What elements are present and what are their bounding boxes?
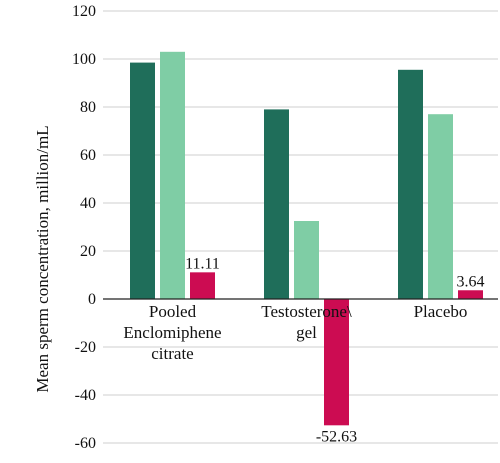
y-tick-label: 100	[72, 51, 96, 68]
y-axis-tick-labels: 120 100 80 60 40 20 0 -20 -40 -60	[72, 3, 96, 452]
y-tick-label: -60	[75, 435, 96, 452]
data-label: 3.64	[457, 273, 485, 290]
category-label: Testosterone\	[261, 302, 352, 321]
bar	[190, 272, 215, 299]
bars	[130, 51, 483, 426]
bar	[458, 290, 483, 299]
category-label: gel	[296, 323, 317, 342]
data-label: -52.63	[316, 428, 357, 445]
y-tick-label: -40	[75, 387, 96, 404]
category-labels: Pooled Enclomiphene citrate Testosterone\ ge…	[123, 302, 467, 363]
data-label: 11.11	[185, 255, 220, 272]
data-labels: 11.11 -52.63 3.64	[185, 255, 484, 445]
y-tick-label: 40	[80, 195, 96, 212]
bar	[264, 109, 289, 300]
bar	[428, 114, 453, 299]
category-label: Placebo	[414, 302, 468, 321]
bar	[130, 62, 155, 299]
category-label: citrate	[151, 344, 193, 363]
category-label: Pooled	[149, 302, 197, 321]
y-tick-label: 20	[80, 243, 96, 260]
bar	[398, 69, 423, 299]
bar	[294, 221, 319, 299]
y-tick-label: -20	[75, 339, 96, 356]
y-tick-label: 60	[80, 147, 96, 164]
bar	[324, 299, 349, 426]
y-tick-label: 0	[88, 291, 96, 308]
y-tick-label: 120	[72, 3, 96, 20]
y-axis-title: Mean sperm concentration, million/mL	[33, 125, 52, 392]
category-label: Enclomiphene	[123, 323, 221, 342]
y-tick-label: 80	[80, 99, 96, 116]
bar	[160, 51, 185, 299]
